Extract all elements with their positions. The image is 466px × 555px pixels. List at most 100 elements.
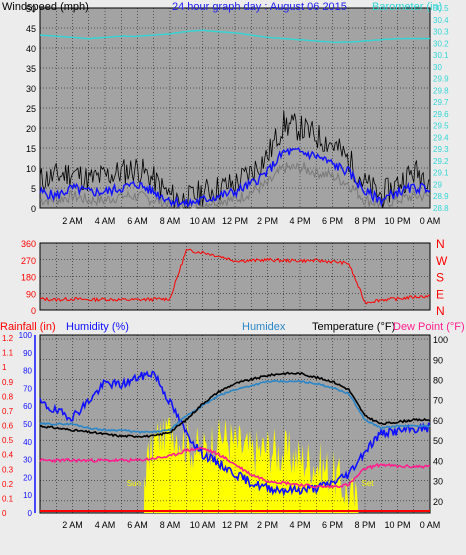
temp-xtick-label: 8 AM xyxy=(160,520,181,530)
wind-xtick-label: 10 PM xyxy=(384,216,410,226)
rainfall-ytick-label: 0 xyxy=(2,509,7,518)
legend-temperature: Temperature (°F) xyxy=(312,321,395,333)
dewpoint-series xyxy=(39,447,431,489)
temperature-ytick-label: 40 xyxy=(433,456,443,466)
humidity-ytick-label: 90 xyxy=(23,349,32,358)
legend-dewpoint: Dew Point (°F) xyxy=(393,321,465,333)
temp-xtick-label: 10 AM xyxy=(190,520,216,530)
rainfall-ytick-label: 0.2 xyxy=(2,480,14,489)
barometer-ytick-label: 29 xyxy=(433,180,442,189)
humidity-ytick-label: 40 xyxy=(23,438,32,447)
direction-ytick-label: 90 xyxy=(26,289,36,299)
wind-ytick-label: 15 xyxy=(26,144,36,154)
rainfall-ytick-label: 0.5 xyxy=(2,436,14,445)
barometer-ytick-label: 30.2 xyxy=(433,39,449,48)
rainfall-ytick-label: 0.9 xyxy=(2,378,14,387)
temp-xtick-label: 2 PM xyxy=(257,520,278,530)
wind-xtick-label: 8 PM xyxy=(354,216,375,226)
temp-xtick-label: 0 AM xyxy=(420,520,441,530)
rainfall-ytick-label: 0.8 xyxy=(2,392,14,401)
humidity-ytick-label: 80 xyxy=(23,367,32,376)
humidity-ytick-label: 0 xyxy=(28,509,33,518)
barometer-ytick-label: 30.5 xyxy=(433,4,449,13)
barometer-ytick-label: 28.8 xyxy=(433,204,449,213)
wind-xtick-label: 4 PM xyxy=(289,216,310,226)
compass-label: S xyxy=(436,271,444,285)
compass-label: W xyxy=(436,254,448,268)
wind-ytick-label: 20 xyxy=(26,124,36,134)
barometer-ytick-label: 29.9 xyxy=(433,75,449,84)
wind-xtick-label: 6 AM xyxy=(127,216,148,226)
wind-ytick-label: 50 xyxy=(26,4,36,14)
wind-ytick-label: 45 xyxy=(26,24,36,34)
wind-ytick-label: 10 xyxy=(26,164,36,174)
humidity-ytick-label: 10 xyxy=(23,491,32,500)
temp-xtick-label: 6 AM xyxy=(127,520,148,530)
temp-xtick-label: 4 PM xyxy=(289,520,310,530)
direction-ytick-label: 0 xyxy=(31,306,36,316)
rainfall-ytick-label: 0.6 xyxy=(2,422,14,431)
wind-axes: 5045403530252015105030.530.430.330.230.1… xyxy=(26,4,449,226)
barometer-ytick-label: 28.9 xyxy=(433,192,449,201)
temperature-ytick-label: 30 xyxy=(433,477,443,487)
wind-grid xyxy=(40,8,430,208)
humidity-ytick-label: 20 xyxy=(23,473,32,482)
rainfall-ytick-label: 1 xyxy=(2,363,7,372)
wind-xtick-label: 10 AM xyxy=(190,216,216,226)
barometer-ytick-label: 29.5 xyxy=(433,122,449,131)
humidity-series xyxy=(39,370,431,498)
temperature-series: Sun Set1009080706050403020100908070605040… xyxy=(2,331,448,530)
direction-ytick-label: 360 xyxy=(21,239,36,249)
wind-xtick-label: 12 PM xyxy=(222,216,248,226)
barometer-series xyxy=(39,29,431,44)
barometer-ytick-label: 30.1 xyxy=(433,51,449,60)
temp-xtick-label: 6 PM xyxy=(322,520,343,530)
barometer-ytick-label: 29.1 xyxy=(433,169,449,178)
temp-xtick-label: 8 PM xyxy=(354,520,375,530)
humidex-series xyxy=(39,379,431,434)
rainfall-ytick-label: 0.3 xyxy=(2,465,14,474)
temperature-ytick-label: 90 xyxy=(433,355,443,365)
sunset-label: Set xyxy=(362,479,375,488)
direction-ytick-label: 270 xyxy=(21,256,36,266)
temp-xtick-label: 2 AM xyxy=(62,520,83,530)
rainfall-ytick-label: 0.1 xyxy=(2,494,14,503)
wind-average-series xyxy=(39,147,431,208)
wind-xtick-label: 0 AM xyxy=(420,216,441,226)
wind-ylabel: Windspeed (mph) xyxy=(2,1,89,13)
temperature-ytick-label: 80 xyxy=(433,376,443,386)
barometer-ytick-label: 29.4 xyxy=(433,133,449,142)
wind-xtick-label: 6 PM xyxy=(322,216,343,226)
wind-low-series xyxy=(39,161,431,210)
humidity-ytick-label: 70 xyxy=(23,384,32,393)
wind-ytick-label: 30 xyxy=(26,84,36,94)
temperature-ytick-label: 20 xyxy=(433,497,443,507)
wind-series xyxy=(39,29,431,210)
temperature-legend: Rainfall (in) Humidity (%) Humidex Temperat… xyxy=(0,321,465,333)
rainfall-ytick-label: 1.1 xyxy=(2,349,14,358)
wind-ytick-label: 40 xyxy=(26,44,36,54)
barometer-ytick-label: 29.7 xyxy=(433,98,449,107)
wind-ytick-label: 0 xyxy=(31,204,36,214)
temp-xtick-label: 4 AM xyxy=(95,520,116,530)
compass-label: N xyxy=(436,237,445,251)
wind-xtick-label: 2 AM xyxy=(62,216,83,226)
rainfall-ytick-label: 0.4 xyxy=(2,451,14,460)
temperature-ytick-label: 50 xyxy=(433,436,443,446)
direction-ytick-label: 180 xyxy=(21,273,36,283)
barometer-ytick-label: 29.2 xyxy=(433,157,449,166)
rainfall-ytick-label: 1.2 xyxy=(2,334,14,343)
compass-label: N xyxy=(436,304,445,318)
humidity-ytick-label: 30 xyxy=(23,456,32,465)
legend-humidity: Humidity (%) xyxy=(66,321,129,333)
rainfall-ytick-label: 0.7 xyxy=(2,407,14,416)
barometer-ytick-label: 29.6 xyxy=(433,110,449,119)
graph-title: 24 hour graph day : August 06 2015 xyxy=(172,1,347,13)
barometer-ytick-label: 30.4 xyxy=(433,16,449,25)
compass-label: E xyxy=(436,287,444,301)
barometer-ylabel: Barometer (in) xyxy=(372,1,442,13)
temperature-ytick-label: 100 xyxy=(433,335,448,345)
